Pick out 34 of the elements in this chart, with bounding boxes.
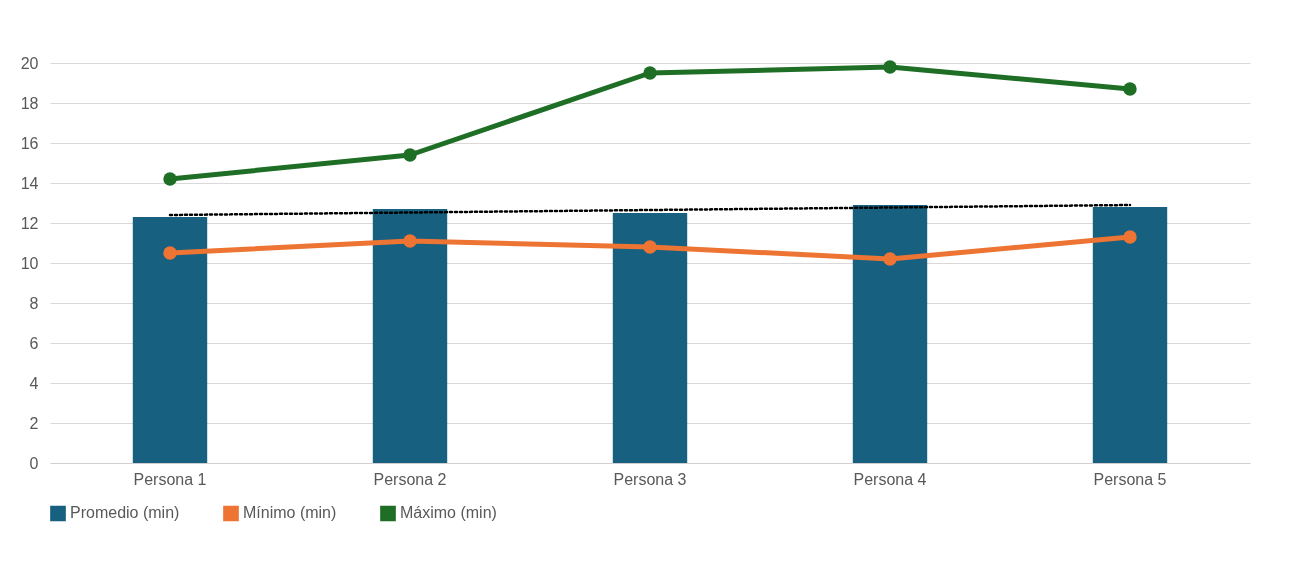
y-tick-label: 20 xyxy=(20,54,39,72)
point xyxy=(883,60,897,74)
x-tick-label: Persona 1 xyxy=(133,470,207,488)
bar xyxy=(372,209,448,463)
bar xyxy=(612,213,688,463)
bar xyxy=(132,217,208,463)
x-tick-label: Persona 3 xyxy=(613,470,687,488)
bar xyxy=(1092,207,1168,463)
y-tick-label: 12 xyxy=(20,214,39,232)
y-tick-label: 4 xyxy=(29,374,39,392)
legend-label: Promedio (min) xyxy=(70,504,180,522)
bar xyxy=(852,205,928,463)
point xyxy=(643,240,657,254)
y-tick-label: 10 xyxy=(20,254,39,272)
legend-label: Máximo (min) xyxy=(400,504,497,522)
point xyxy=(643,66,657,80)
x-tick-label: Persona 5 xyxy=(1093,470,1167,488)
point xyxy=(403,234,417,248)
point xyxy=(883,252,897,266)
point xyxy=(1123,82,1137,96)
y-tick-label: 2 xyxy=(29,414,39,432)
point xyxy=(163,172,177,186)
y-tick-label: 18 xyxy=(20,94,39,112)
y-tick-label: 0 xyxy=(29,454,39,472)
x-tick-label: Persona 2 xyxy=(373,470,447,488)
y-tick-label: 16 xyxy=(20,134,39,152)
y-tick-label: 6 xyxy=(29,334,39,352)
y-tick-label: 8 xyxy=(29,294,39,312)
point xyxy=(403,148,417,162)
point xyxy=(163,246,177,260)
x-tick-label: Persona 4 xyxy=(853,470,927,488)
legend-label: Mínimo (min) xyxy=(243,504,337,522)
y-tick-label: 14 xyxy=(20,174,39,192)
point xyxy=(1123,230,1137,244)
